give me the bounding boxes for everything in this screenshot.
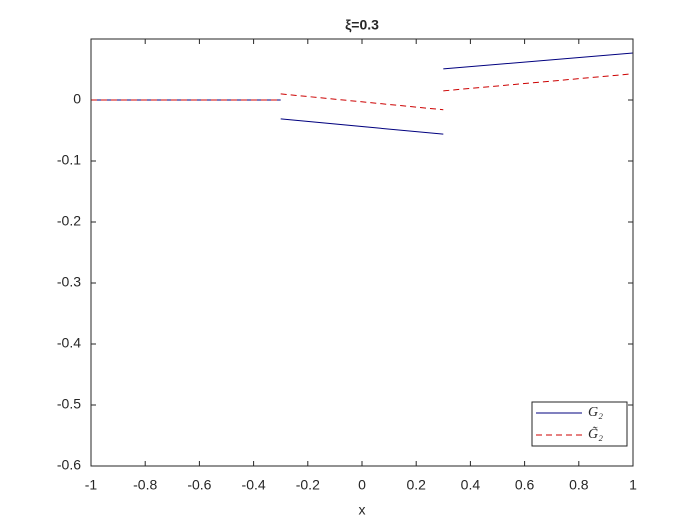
y-tick-label: -0.1 <box>57 152 81 168</box>
x-tick-label: -0.4 <box>242 477 266 493</box>
x-tick-label: -0.2 <box>296 477 320 493</box>
x-tick-label: 0 <box>358 477 366 493</box>
x-tick-label: 0.8 <box>569 477 589 493</box>
y-tick-label: -0.5 <box>57 396 81 412</box>
x-tick-label: 1 <box>629 477 637 493</box>
x-tick-label: 0.2 <box>406 477 426 493</box>
axes-box <box>90 38 634 467</box>
x-tick-label: -0.8 <box>133 477 157 493</box>
x-tick-label: 0.6 <box>515 477 535 493</box>
line-series <box>91 73 634 111</box>
legend-label: G̃₂ <box>588 426 603 442</box>
legend-box <box>531 401 628 447</box>
x-tick-label: 0.4 <box>461 477 481 493</box>
y-tick-label: -0.3 <box>57 274 81 290</box>
x-tick-label: -0.6 <box>187 477 211 493</box>
y-tick-label: -0.2 <box>57 213 81 229</box>
y-tick-label: -0.6 <box>57 457 81 473</box>
x-axis-label: x <box>359 502 366 518</box>
y-tick-label: -0.4 <box>57 335 81 351</box>
y-tick-label: 0 <box>73 91 81 107</box>
x-tick-label: -1 <box>85 477 98 493</box>
legend-label: G₂ <box>588 405 603 420</box>
chart-title: ξ=0.3 <box>345 17 379 33</box>
plot-area <box>91 39 633 466</box>
